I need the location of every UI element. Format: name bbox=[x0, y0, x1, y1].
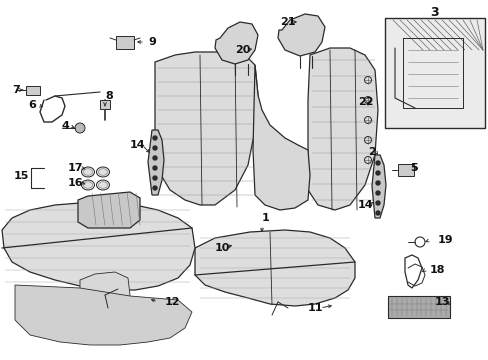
Text: 5: 5 bbox=[409, 163, 417, 173]
Text: 10: 10 bbox=[215, 243, 230, 253]
Text: 12: 12 bbox=[164, 297, 180, 307]
Text: 22: 22 bbox=[357, 97, 373, 107]
Circle shape bbox=[153, 156, 157, 160]
Bar bbox=[26, 86, 40, 95]
Bar bbox=[384, 18, 484, 128]
Circle shape bbox=[375, 161, 379, 165]
Text: 1: 1 bbox=[262, 213, 269, 223]
Circle shape bbox=[375, 201, 379, 205]
Polygon shape bbox=[371, 155, 385, 218]
Text: 2: 2 bbox=[367, 147, 375, 157]
Circle shape bbox=[153, 136, 157, 140]
Text: 7: 7 bbox=[12, 85, 20, 95]
Circle shape bbox=[75, 123, 85, 133]
Text: 9: 9 bbox=[148, 37, 156, 47]
Polygon shape bbox=[148, 130, 163, 195]
Circle shape bbox=[153, 176, 157, 180]
Text: 3: 3 bbox=[429, 5, 438, 18]
Text: 19: 19 bbox=[437, 235, 453, 245]
Polygon shape bbox=[80, 272, 130, 315]
Bar bbox=[387, 296, 449, 318]
Bar bbox=[100, 100, 110, 109]
Ellipse shape bbox=[96, 180, 109, 190]
Circle shape bbox=[153, 146, 157, 150]
Polygon shape bbox=[215, 22, 258, 64]
Text: 14: 14 bbox=[130, 140, 145, 150]
Polygon shape bbox=[307, 48, 377, 210]
Polygon shape bbox=[195, 230, 354, 306]
Circle shape bbox=[375, 171, 379, 175]
Text: 16: 16 bbox=[68, 178, 83, 188]
Ellipse shape bbox=[96, 167, 109, 177]
Text: 8: 8 bbox=[105, 91, 113, 101]
Text: 6: 6 bbox=[28, 100, 36, 110]
Circle shape bbox=[153, 166, 157, 170]
Text: 4: 4 bbox=[62, 121, 70, 131]
Circle shape bbox=[153, 186, 157, 190]
Circle shape bbox=[375, 191, 379, 195]
Text: 18: 18 bbox=[429, 265, 445, 275]
Text: 20: 20 bbox=[235, 45, 250, 55]
Polygon shape bbox=[278, 14, 325, 56]
Circle shape bbox=[375, 211, 379, 215]
Bar bbox=[116, 36, 134, 49]
Text: 17: 17 bbox=[68, 163, 83, 173]
Text: 14: 14 bbox=[357, 200, 373, 210]
Text: 15: 15 bbox=[14, 171, 29, 181]
Text: 11: 11 bbox=[307, 303, 323, 313]
Text: 13: 13 bbox=[434, 297, 449, 307]
Polygon shape bbox=[2, 203, 195, 290]
Polygon shape bbox=[15, 285, 192, 345]
Ellipse shape bbox=[81, 180, 94, 190]
Polygon shape bbox=[78, 192, 140, 228]
Ellipse shape bbox=[81, 167, 94, 177]
Polygon shape bbox=[155, 52, 258, 205]
Circle shape bbox=[375, 181, 379, 185]
Bar bbox=[397, 164, 413, 176]
Polygon shape bbox=[252, 65, 309, 210]
Text: 21: 21 bbox=[280, 17, 295, 27]
